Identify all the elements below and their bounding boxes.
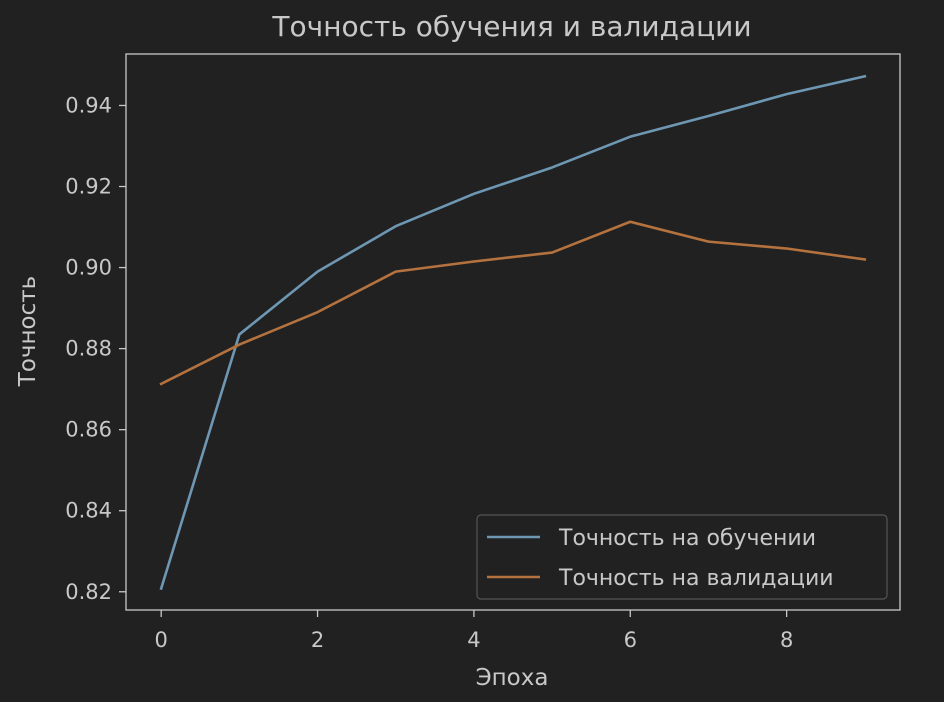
chart-title: Точность обучения и валидации — [271, 10, 751, 43]
y-tick-label: 0.92 — [65, 175, 112, 199]
legend-label: Точность на обучении — [558, 526, 816, 551]
legend-label: Точность на валидации — [558, 566, 834, 591]
x-tick-label: 6 — [624, 628, 637, 652]
y-tick-label: 0.94 — [65, 93, 112, 117]
series-lines — [159, 74, 867, 591]
legend-box — [476, 514, 888, 600]
validation-accuracy-line — [159, 220, 867, 386]
y-axis-label: Точность — [15, 276, 41, 387]
y-tick-label: 0.88 — [65, 337, 112, 361]
x-tick-label: 0 — [154, 628, 167, 652]
x-tick-label: 2 — [311, 628, 324, 652]
y-tick-label: 0.86 — [65, 418, 112, 442]
y-tick-label: 0.82 — [65, 580, 112, 604]
plot-area-frame — [125, 53, 901, 611]
y-tick-label: 0.90 — [65, 256, 112, 280]
x-axis-label: Эпоха — [476, 665, 549, 691]
x-tick-label: 8 — [780, 628, 793, 652]
x-axis-ticks: 0 2 4 6 8 — [154, 610, 793, 652]
y-tick-label: 0.84 — [65, 499, 112, 523]
legend: Точность на обучении Точность на валидаци… — [476, 514, 888, 600]
x-tick-label: 4 — [467, 628, 480, 652]
y-axis-ticks: 0.82 0.84 0.86 0.88 0.90 0.92 0.94 — [65, 93, 126, 604]
training-accuracy-line — [159, 74, 867, 591]
